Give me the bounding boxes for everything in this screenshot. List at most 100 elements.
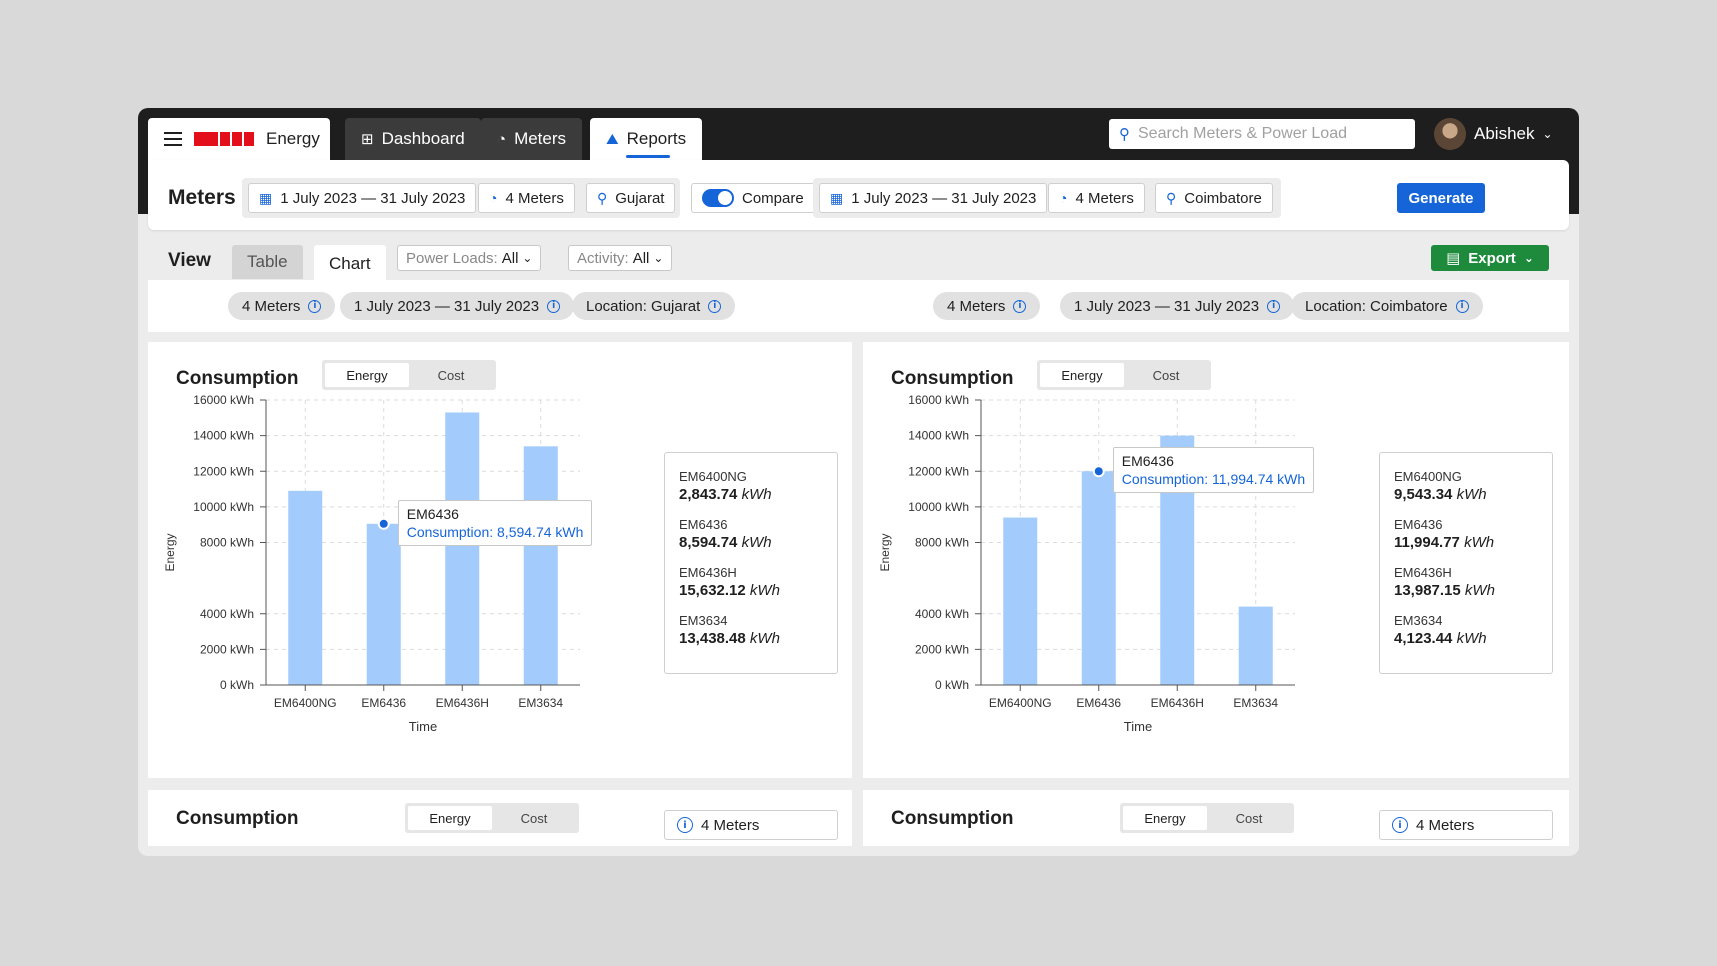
chip-label: Compare xyxy=(742,189,804,207)
right-location-picker[interactable]: ⚲ Coimbatore xyxy=(1155,183,1273,213)
legend-value: 13,987.15 xyxy=(1394,582,1461,599)
tooltip-title: EM6436 xyxy=(406,505,459,522)
legend-item: EM6436 8,594.74 kWh xyxy=(679,517,823,551)
legend-value: 4,123.44 xyxy=(1394,630,1453,647)
legend-unit: kWh xyxy=(1456,486,1487,503)
x-axis-label: Time xyxy=(1124,719,1152,734)
tab-label: Reports xyxy=(626,129,687,148)
summary-pill-location[interactable]: Location: Coimbatore i xyxy=(1291,292,1483,320)
x-tick-label: EM6400NG xyxy=(989,696,1052,710)
consumption-card: Consumption Energy Cost 0 kWh 2000 kWh 400… xyxy=(863,342,1569,778)
energy-cost-toggle: Energy Cost xyxy=(405,803,579,833)
tooltip-title: EM6436 xyxy=(1121,453,1174,470)
generate-button[interactable]: Generate xyxy=(1397,183,1485,213)
legend-value: 15,632.12 xyxy=(679,582,746,599)
legend-name: EM6400NG xyxy=(1394,469,1462,484)
view-label: View xyxy=(168,250,211,271)
compare-toggle[interactable]: Compare xyxy=(691,183,815,213)
summary-pill-meters[interactable]: 4 Meters i xyxy=(933,292,1041,320)
seg-cost[interactable]: Cost xyxy=(520,810,548,826)
search-icon: ⚲ xyxy=(1119,126,1130,143)
location-pin-icon: ⚲ xyxy=(1166,189,1177,206)
legend-name: EM3634 xyxy=(679,613,728,628)
user-menu[interactable]: Abishek ⌄ xyxy=(1434,118,1553,150)
seg-cost[interactable]: Cost xyxy=(1152,367,1180,383)
meters-info-button[interactable]: i 4 Meters xyxy=(664,810,838,840)
x-tick-label: EM3634 xyxy=(1233,696,1278,710)
left-location-picker[interactable]: ⚲ Gujarat xyxy=(586,183,676,213)
info-icon: i xyxy=(1013,299,1027,313)
y-axis-label: Energy xyxy=(163,533,177,571)
export-button[interactable]: ▤ Export ⌄ xyxy=(1431,245,1549,271)
y-axis-label: Energy xyxy=(878,533,892,571)
legend-item: EM3634 4,123.44 kWh xyxy=(1394,613,1538,647)
seg-cost[interactable]: Cost xyxy=(437,367,465,383)
meters-label: 4 Meters xyxy=(701,816,760,834)
legend-name: EM6436 xyxy=(679,517,728,532)
consumption-card: Consumption Energy Cost 0 kWh 2000 kWh 400… xyxy=(148,342,852,778)
meters-info-button[interactable]: i 4 Meters xyxy=(1379,810,1553,840)
legend-item: EM6400NG 2,843.74 kWh xyxy=(679,469,823,503)
y-tick-label: 16000 kWh xyxy=(193,393,254,407)
tab-reports[interactable]: ⛰ Reports xyxy=(590,118,703,160)
seg-cost[interactable]: Cost xyxy=(1235,810,1263,826)
info-icon: i xyxy=(708,299,722,313)
brand-name: Energy xyxy=(266,129,320,148)
legend-item: EM3634 13,438.48 kWh xyxy=(679,613,823,647)
calendar-icon: ▦ xyxy=(259,189,273,206)
tab-table[interactable]: Table xyxy=(232,245,303,279)
consumption-card: Consumption Energy Cost i 4 Meters xyxy=(863,790,1569,846)
legend-unit: kWh xyxy=(749,630,780,647)
seg-energy[interactable]: Energy xyxy=(1123,806,1207,830)
bar-em3634 xyxy=(523,446,558,685)
info-icon: i xyxy=(547,299,561,313)
menu-icon[interactable] xyxy=(164,132,182,146)
legend-unit: kWh xyxy=(1456,630,1487,647)
summary-pill-date[interactable]: 1 July 2023 — 31 July 2023 i xyxy=(1060,292,1295,320)
chart-tooltip: EM6436 Consumption: 11,994.74 kWh xyxy=(1112,447,1315,494)
left-date-picker[interactable]: ▦ 1 July 2023 — 31 July 2023 xyxy=(248,183,477,213)
energy-cost-toggle: Energy Cost xyxy=(1120,803,1294,833)
pill-label: 1 July 2023 — 31 July 2023 xyxy=(1074,297,1260,315)
location-pin-icon: ⚲ xyxy=(597,189,608,206)
power-loads-dropdown[interactable]: Power Loads: All ⌄ xyxy=(397,245,542,271)
x-tick-label: EM6436 xyxy=(1076,696,1121,710)
dropdown-value: All xyxy=(632,249,650,267)
legend-value: 13,438.48 xyxy=(679,630,746,647)
summary-pill-meters[interactable]: 4 Meters i xyxy=(228,292,336,320)
tab-dashboard[interactable]: ⊞ Dashboard xyxy=(345,118,481,160)
seg-energy[interactable]: Energy xyxy=(408,806,492,830)
info-icon: i xyxy=(1267,299,1281,313)
pill-label: 1 July 2023 — 31 July 2023 xyxy=(354,297,540,315)
right-meters-picker[interactable]: ◔ 4 Meters xyxy=(1048,183,1145,213)
seg-energy[interactable]: Energy xyxy=(1040,363,1124,387)
summary-pill-date[interactable]: 1 July 2023 — 31 July 2023 i xyxy=(340,292,575,320)
right-date-picker[interactable]: ▦ 1 July 2023 — 31 July 2023 xyxy=(819,183,1048,213)
y-tick-label: 10000 kWh xyxy=(193,500,254,514)
tab-meters[interactable]: ◔ Meters xyxy=(481,118,583,160)
x-tick-label: EM6436H xyxy=(1151,696,1204,710)
brand: Energy xyxy=(148,118,330,160)
activity-dropdown[interactable]: Activity: All ⌄ xyxy=(568,245,673,271)
y-tick-label: 14000 kWh xyxy=(908,429,969,443)
bar-em6436 xyxy=(1081,471,1116,685)
toggle-switch[interactable] xyxy=(702,189,734,207)
seg-energy[interactable]: Energy xyxy=(325,363,409,387)
gauge-icon: ◔ xyxy=(497,130,507,148)
y-tick-label: 2000 kWh xyxy=(200,642,254,656)
left-meters-picker[interactable]: ◔ 4 Meters xyxy=(478,183,575,213)
active-tab-indicator xyxy=(626,155,670,158)
legend-item: EM6436H 13,987.15 kWh xyxy=(1394,565,1538,599)
search-input[interactable] xyxy=(1138,125,1398,143)
pill-label: 4 Meters xyxy=(242,297,301,315)
chart-icon: ⛰ xyxy=(606,130,619,148)
pill-label: 4 Meters xyxy=(947,297,1006,315)
y-tick-label: 0 kWh xyxy=(220,678,254,692)
tab-chart[interactable]: Chart xyxy=(314,245,386,283)
legend-value: 8,594.74 xyxy=(679,534,738,551)
y-tick-label: 0 kWh xyxy=(935,678,969,692)
consumption-card: Consumption Energy Cost i 4 Meters xyxy=(148,790,852,846)
chart-tooltip: EM6436 Consumption: 8,594.74 kWh xyxy=(397,499,593,546)
summary-pill-location[interactable]: Location: Gujarat i xyxy=(572,292,736,320)
y-tick-label: 4000 kWh xyxy=(200,607,254,621)
